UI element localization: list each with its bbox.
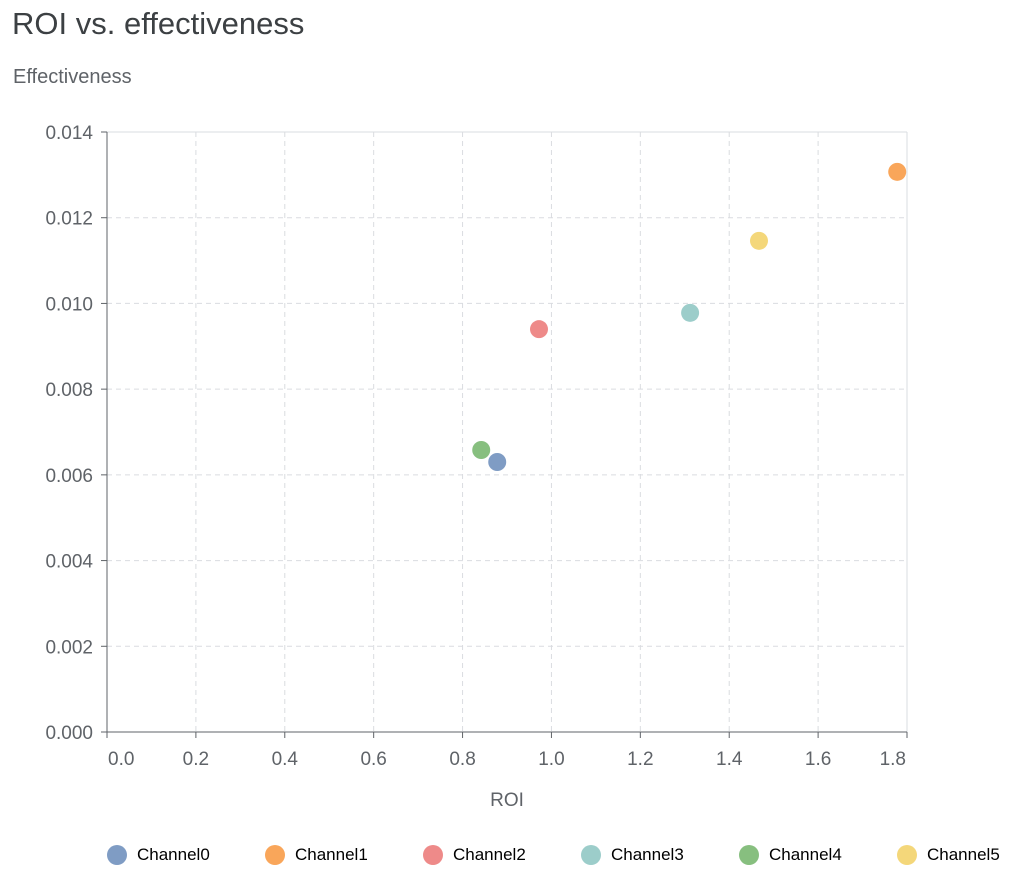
data-point-channel2: [530, 320, 548, 339]
y-tick-label: 0.010: [45, 294, 93, 315]
legend-marker: [107, 845, 127, 865]
legend-label: Channel4: [769, 845, 842, 864]
legend-marker: [581, 845, 601, 865]
x-tick-label: 0.2: [183, 749, 209, 770]
legend-marker: [739, 845, 759, 865]
legend-item[interactable]: Channel2: [423, 845, 581, 865]
legend-item[interactable]: Channel0: [107, 845, 265, 865]
x-axis-label: ROI: [490, 790, 524, 811]
x-tick-label: 1.8: [880, 749, 906, 770]
x-tick-label: 0.8: [449, 749, 475, 770]
legend-item[interactable]: Channel5: [897, 845, 1024, 865]
legend-marker: [897, 845, 917, 865]
y-tick-label: 0.014: [45, 123, 93, 144]
x-tick-label: 1.0: [538, 749, 564, 770]
data-point-channel4: [472, 441, 491, 459]
y-tick-label: 0.006: [45, 466, 93, 487]
legend-label: Channel2: [453, 845, 526, 864]
x-tick-label: 1.4: [716, 749, 743, 770]
x-tick-label: 0.6: [360, 749, 386, 770]
data-point-channel0: [488, 453, 507, 471]
data-point-channel3: [681, 303, 700, 322]
legend: Channel0 Channel1 Channel2 Channel3 Channel4…: [107, 845, 1024, 865]
legend-label: Channel0: [137, 845, 210, 864]
legend-item[interactable]: Channel4: [739, 845, 897, 865]
x-tick-label: 0.4: [272, 749, 299, 770]
y-tick-label: 0.008: [45, 380, 93, 401]
y-tick-label: 0.012: [45, 209, 93, 230]
y-tick-label: 0.004: [45, 552, 93, 573]
legend-label: Channel1: [295, 845, 368, 864]
y-tick-label: 0.000: [45, 723, 93, 744]
x-tick-label: 1.2: [627, 749, 653, 770]
data-point-channel1: [888, 162, 907, 181]
y-axis-label: Effectiveness: [13, 66, 132, 88]
legend-item[interactable]: Channel3: [581, 845, 739, 865]
legend-marker: [423, 845, 443, 865]
x-tick-label: 0.0: [108, 749, 134, 770]
legend-item[interactable]: Channel1: [265, 845, 423, 865]
chart-title: ROI vs. effectiveness: [12, 6, 305, 41]
legend-label: Channel5: [927, 845, 1000, 864]
legend-label: Channel3: [611, 845, 684, 864]
y-tick-label: 0.002: [45, 637, 93, 658]
x-tick-label: 1.6: [805, 749, 831, 770]
data-point-channel5: [750, 231, 768, 250]
legend-marker: [265, 845, 285, 865]
